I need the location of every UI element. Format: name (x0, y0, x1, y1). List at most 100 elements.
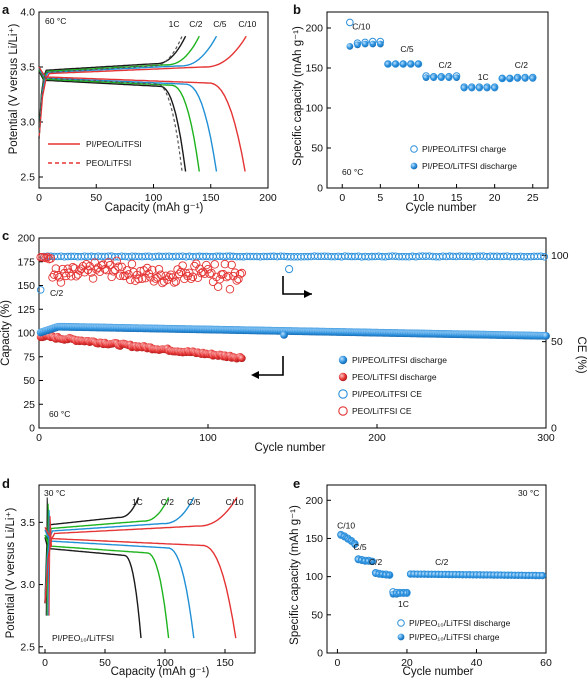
panel-c-red-ce-point (196, 268, 206, 278)
panel-a-charge-curve-1 (38, 35, 200, 139)
panel-b-rate-label-2: C/2 (439, 60, 453, 70)
panel-e-xlabel: Cycle number (403, 666, 474, 678)
panel-e-legend-1: PI/PEO₁₀/LiTFSI charge (409, 632, 500, 642)
panel-c-red-ce-point (134, 274, 143, 284)
panel-e-xtick-label: 40 (471, 657, 483, 669)
panel-b-charge-point (376, 37, 385, 46)
panel-c-ytick-label: 25 (23, 399, 35, 411)
panel-a-charge-curve-0 (38, 35, 187, 139)
panel-d-xtick-label: 0 (42, 657, 48, 669)
panel-e-temperature: 30 °C (518, 488, 539, 498)
panel-c-red-ce-point (114, 262, 123, 272)
panel-e-ylabel: Specific capacity (mAh g⁻¹) (289, 505, 301, 645)
panel-e-xtick-label: 0 (335, 657, 341, 669)
panel-d-ytick-label: 3.0 (20, 579, 35, 591)
panel-c-temperature: 60 °C (49, 409, 70, 419)
panel-a-discharge-curve-3 (38, 66, 246, 172)
panel-c-red-ce-point (213, 282, 223, 292)
panel-e-frame (326, 484, 547, 654)
panel-c-red-ce-point (126, 275, 135, 285)
panel-c-ytick-label: 75 (23, 351, 35, 363)
panel-e-discharge-point (399, 588, 408, 597)
panel-a-ylabel: Potential (V versus Li/Li⁺) (8, 23, 20, 154)
panel-e-discharge-point (371, 569, 380, 577)
panel-c-legend-marker-2 (338, 389, 348, 399)
panel-c-blue-discharge-point (542, 331, 550, 340)
panel-e-label: e (293, 476, 300, 491)
panel-a-ytick-label: 3.5 (20, 62, 35, 74)
panel-e-discharge-point (337, 530, 345, 539)
panel-b-charge-point (498, 74, 507, 83)
panel-b-discharge-point (506, 75, 514, 82)
panel-b-discharge-point (346, 43, 354, 50)
panel-c-blue-ce-outlier (285, 264, 294, 274)
panel-c-red-ce-point (56, 278, 66, 287)
panel-c-ytick-label: 175 (17, 256, 35, 268)
panel-b-charge-point (467, 83, 476, 91)
panel-d-ytick-label: 3.5 (20, 517, 35, 529)
panel-b-discharge-point (399, 60, 407, 68)
panel-c-red-ce-point (171, 277, 181, 286)
panel-e-discharge-point (368, 557, 376, 566)
panel-d-charge-curve-1 (44, 497, 170, 604)
panel-b-charge-point (475, 83, 484, 91)
panel-c-red-ce-point (147, 265, 157, 275)
panel-d-xtick-label: 150 (216, 657, 234, 669)
panel-c-ylabel: Capacity (%) (0, 300, 12, 366)
panel-c-arrow-left (256, 356, 284, 376)
panel-d-ytick-label: 2.5 (20, 641, 35, 653)
panel-d-temperature: 30 °C (44, 488, 65, 498)
panel-d-rate-label-0: 1C (132, 497, 143, 507)
panel-e-ytick-label: 200 (305, 495, 323, 507)
panel-c-ytick-label: 150 (17, 280, 35, 292)
panel-d-discharge-curve-1 (44, 534, 170, 639)
panel-c-red-ce-point (115, 271, 125, 280)
panel-c-red-ce-point (88, 274, 98, 283)
panel-b-ytick-label: 100 (305, 103, 323, 115)
panel-c-red-ce-point (112, 256, 121, 266)
panel-c-ytick-label: 0 (29, 423, 35, 435)
panel-a-ytick-label: 2.5 (20, 172, 35, 184)
panel-c-red-ce-point (122, 266, 132, 275)
panel-c-red-ce-point (186, 274, 196, 284)
panel-c-red-ce-point (225, 284, 235, 294)
panel-a-xtick-label: 50 (90, 192, 102, 204)
panel-c-red-ce-point (104, 258, 113, 267)
panel-c-red-ce-point (175, 269, 184, 279)
panel-b-charge-point (353, 39, 362, 48)
panel-b-discharge-point (384, 60, 392, 68)
panel-e-ytick-label: 0 (317, 648, 323, 660)
panel-c-red-ce-point (58, 264, 67, 274)
panel-a-charge-curve-3 (38, 35, 247, 139)
panel-c-red-ce-point (178, 261, 187, 270)
panel-c-red-ce-point (205, 269, 214, 279)
panel-c-red-ce-point (55, 273, 64, 282)
panel-c-red-ce-point (63, 264, 72, 274)
panel-e-ytick-label: 150 (305, 533, 323, 545)
panel-a-discharge-curve-4 (38, 67, 183, 172)
panel-e-ytick-label: 50 (311, 609, 323, 621)
panel-a-rate-label-0: 1C (169, 19, 180, 29)
panel-d-ylabel: Potential (V versus Li/Li⁺) (5, 507, 17, 638)
panel-b-charge-point (422, 72, 430, 80)
panel-b-charge-point (452, 72, 461, 80)
panel-c-legend-marker-3 (338, 406, 348, 416)
panel-e-discharge-point (385, 571, 394, 579)
panel-c-red-ce-point (109, 267, 118, 276)
panel-a-discharge-curve-1 (38, 68, 200, 172)
panel-a-xtick-label: 100 (145, 192, 163, 204)
panel-c-red-ce-point (95, 267, 105, 277)
panel-b-temperature: 60 °C (342, 167, 363, 177)
panel-b-ytick-label: 150 (305, 63, 323, 75)
panel-e-discharge-point (351, 540, 359, 548)
panel-c-blue-ce-point (537, 252, 545, 260)
panel-c-ytick-label: 100 (17, 328, 35, 340)
panel-a-legend-1: PEO/LiTFSI (86, 158, 131, 168)
panel-d-discharge-curve-2 (44, 529, 195, 639)
panel-a-xtick-label: 200 (259, 192, 277, 204)
panel-c-ytick-label: 200 (17, 233, 35, 245)
panel-d-discharge-curve-0 (44, 537, 142, 639)
panel-c-red-ce-point (222, 272, 231, 282)
panel-c-red-ce-point (137, 274, 147, 284)
